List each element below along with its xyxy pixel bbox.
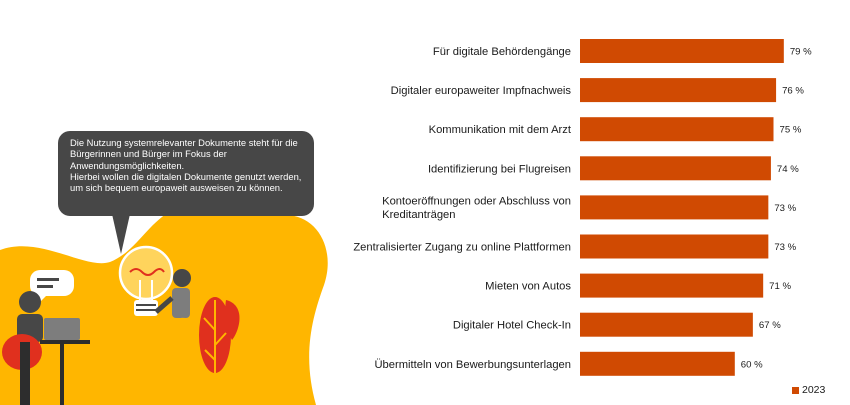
bar-9 bbox=[580, 351, 735, 376]
plant-icon bbox=[199, 297, 231, 405]
bar-3 bbox=[580, 117, 774, 142]
category-label-6: Zentralisierter Zugang zu online Plattfo… bbox=[353, 242, 571, 254]
bar-7 bbox=[580, 273, 764, 298]
callout-text-1: Die Nutzung systemrelevanter Dokumente s… bbox=[70, 137, 298, 171]
callout-text-2: Hierbei wollen die digitalen Dokumente g… bbox=[70, 170, 302, 194]
value-label-3: 75 % bbox=[780, 125, 802, 136]
category-label-7: Mieten von Autos bbox=[485, 281, 571, 293]
chart-legend: 2023 bbox=[792, 384, 825, 396]
category-label-9: Übermitteln von Bewerbungsunterlagen bbox=[374, 359, 571, 371]
bar-4 bbox=[580, 156, 771, 181]
value-label-1: 79 % bbox=[790, 47, 812, 58]
value-label-4: 74 % bbox=[777, 164, 799, 175]
lightbulb-icon bbox=[118, 245, 174, 316]
category-label-8: Digitaler Hotel Check-In bbox=[453, 320, 571, 332]
category-label-3: Kommunikation mit dem Arzt bbox=[429, 124, 572, 136]
value-label-6: 73 % bbox=[774, 242, 796, 253]
legend-swatch bbox=[792, 386, 799, 394]
person-with-laptop-icon bbox=[2, 291, 90, 405]
people-lightbulb-illustration bbox=[0, 202, 328, 405]
bar-5 bbox=[580, 195, 769, 220]
bar-6 bbox=[580, 234, 769, 259]
bar-1 bbox=[580, 39, 784, 63]
legend-label: 2023 bbox=[802, 384, 826, 396]
value-label-8: 67 % bbox=[759, 320, 781, 331]
standing-person-icon bbox=[147, 269, 193, 405]
bar-2 bbox=[580, 78, 777, 103]
value-label-7: 71 % bbox=[769, 281, 791, 292]
callout-bubble: Die Nutzung systemrelevanter Dokumente s… bbox=[58, 131, 314, 216]
callout-bubble-tail bbox=[112, 214, 130, 254]
category-label-2: Digitaler europaweiter Impfnachweis bbox=[391, 85, 572, 97]
decor-shape bbox=[225, 300, 240, 340]
category-label-4: Identifizierung bei Flugreisen bbox=[428, 163, 571, 175]
category-label-5: Kontoeröffnungen oder Abschluss von Kredi… bbox=[382, 196, 571, 222]
value-label-9: 60 % bbox=[741, 359, 763, 370]
bar-chart: 79 % Für digitale Behördengänge 76 % Digita… bbox=[353, 39, 812, 376]
value-label-2: 76 % bbox=[782, 86, 804, 97]
bar-8 bbox=[580, 312, 753, 337]
category-label-1: Für digitale Behördengänge bbox=[433, 46, 571, 58]
value-label-5: 73 % bbox=[774, 203, 796, 214]
